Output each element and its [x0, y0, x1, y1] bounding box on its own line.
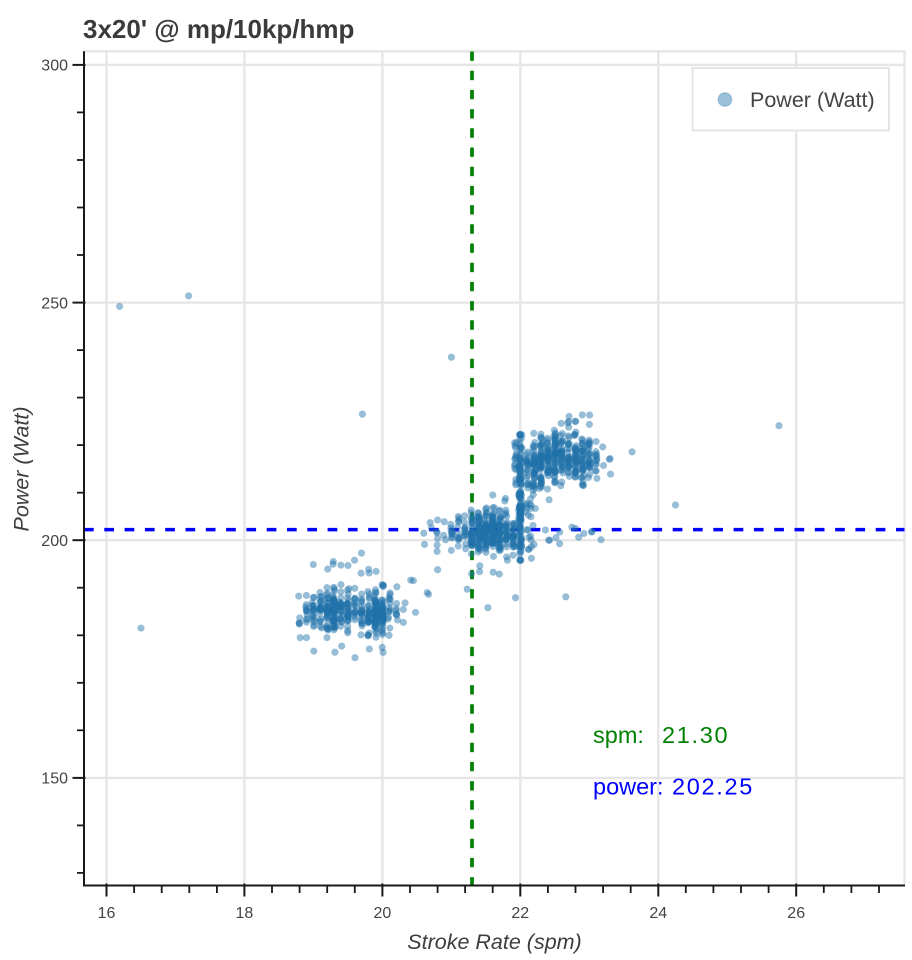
- svg-text:250: 250: [41, 295, 68, 312]
- svg-text:22: 22: [511, 905, 529, 922]
- svg-text:3x20' @ mp/10kp/hmp: 3x20' @ mp/10kp/hmp: [83, 14, 354, 44]
- svg-text:300: 300: [41, 58, 68, 75]
- svg-text:Stroke Rate (spm): Stroke Rate (spm): [407, 930, 581, 954]
- svg-text:202.25: 202.25: [672, 774, 754, 800]
- svg-text:200: 200: [41, 533, 68, 550]
- svg-text:16: 16: [98, 905, 116, 922]
- svg-text:26: 26: [787, 905, 805, 922]
- svg-text:Power (Watt): Power (Watt): [10, 406, 34, 531]
- svg-text:Power (Watt): Power (Watt): [750, 88, 875, 112]
- svg-text:spm:: spm:: [593, 722, 644, 748]
- svg-text:18: 18: [236, 905, 254, 922]
- svg-text:24: 24: [649, 905, 667, 922]
- svg-text:21.30: 21.30: [662, 722, 729, 748]
- svg-text:150: 150: [41, 771, 68, 788]
- svg-text:power:: power:: [593, 774, 664, 800]
- svg-text:20: 20: [374, 905, 392, 922]
